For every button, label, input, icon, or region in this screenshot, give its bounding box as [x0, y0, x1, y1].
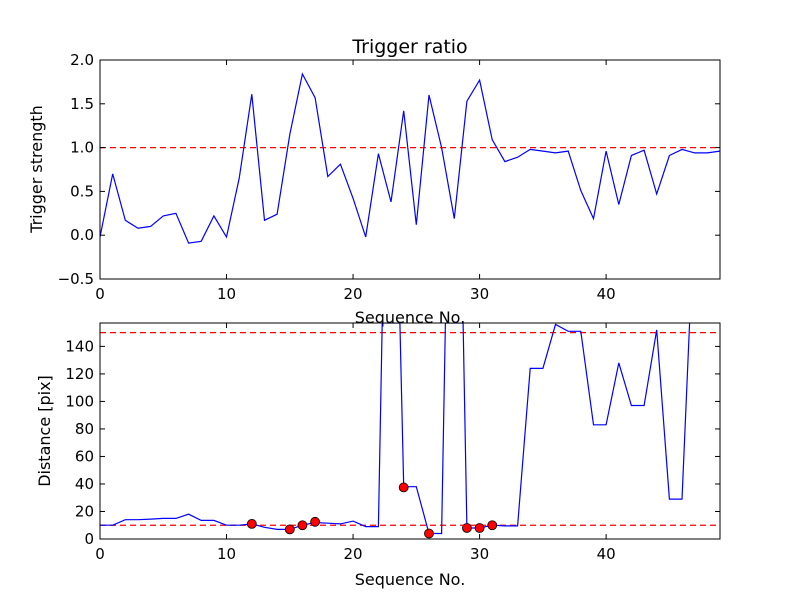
top-chart-y-tick-label: 1.0: [70, 139, 94, 157]
top-chart-x-tick-label: 40: [597, 285, 616, 303]
top-chart-y-tick-label: 0.5: [70, 182, 94, 200]
top-chart-x-tick-label: 10: [217, 285, 236, 303]
bottom-chart-plot-area: [100, 323, 720, 535]
top-chart: Trigger ratio Sequence No. Trigger stren…: [27, 36, 721, 327]
top-chart-frame: [99, 59, 721, 280]
top-chart-y-axis-label: Trigger strength: [27, 105, 46, 234]
bottom-chart-marker-point: [297, 520, 308, 531]
bottom-chart-x-tick-label: 20: [344, 545, 363, 563]
top-chart-x-tick-label: 30: [470, 285, 489, 303]
bottom-chart-series-line-0: [100, 323, 691, 535]
bottom-chart-y-tick-label: 40: [75, 475, 94, 493]
bottom-chart-x-tick-label: 10: [217, 545, 236, 563]
top-chart-title: Trigger ratio: [351, 36, 467, 58]
bottom-chart-marker-point: [474, 523, 485, 533]
top-chart-x-tick-label: 20: [344, 285, 363, 303]
bottom-chart-y-axis-label: Distance [pix]: [35, 375, 54, 487]
bottom-chart-marker-point: [284, 524, 295, 535]
bottom-chart-y-tick-label: 100: [65, 392, 94, 410]
top-chart-series-line-0: [100, 72, 720, 244]
bottom-chart-x-tick-label: 30: [470, 545, 489, 563]
bottom-chart: Sequence No. Distance [pix] 0 10 20 30 40 0 20…: [35, 322, 721, 589]
bottom-chart-frame: [99, 322, 721, 540]
bottom-chart-y-tick-label: 140: [65, 337, 94, 355]
bottom-chart-marker-point: [246, 518, 257, 529]
bottom-chart-marker-point: [424, 528, 434, 539]
bottom-chart-marker-point: [487, 520, 498, 531]
bottom-chart-y-tick-label: 0: [84, 530, 94, 548]
bottom-chart-x-axis-label: Sequence No.: [355, 570, 466, 589]
bottom-chart-y-tick-label: 20: [75, 502, 94, 520]
bottom-chart-y-tick-label: 120: [65, 365, 94, 383]
bottom-chart-y-tick-label: 60: [75, 447, 94, 465]
top-chart-plot-area: [100, 72, 720, 244]
top-chart-y-tick-label: 2.0: [70, 51, 94, 69]
bottom-chart-y-tick-label: 80: [75, 420, 94, 438]
top-chart-x-tick-label: 0: [95, 285, 105, 303]
bottom-chart-marker-point: [310, 516, 321, 527]
bottom-chart-x-tick-label: 40: [597, 545, 616, 563]
top-chart-y-tick-label: −0.5: [58, 270, 94, 288]
bottom-chart-marker-point: [398, 482, 409, 493]
top-chart-y-tick-label: 1.5: [70, 95, 94, 113]
bottom-chart-marker-point: [462, 523, 472, 533]
bottom-chart-x-tick-label: 0: [95, 545, 105, 563]
top-chart-x-axis-label: Sequence No.: [355, 308, 466, 327]
top-chart-y-tick-label: 0.0: [70, 226, 94, 244]
